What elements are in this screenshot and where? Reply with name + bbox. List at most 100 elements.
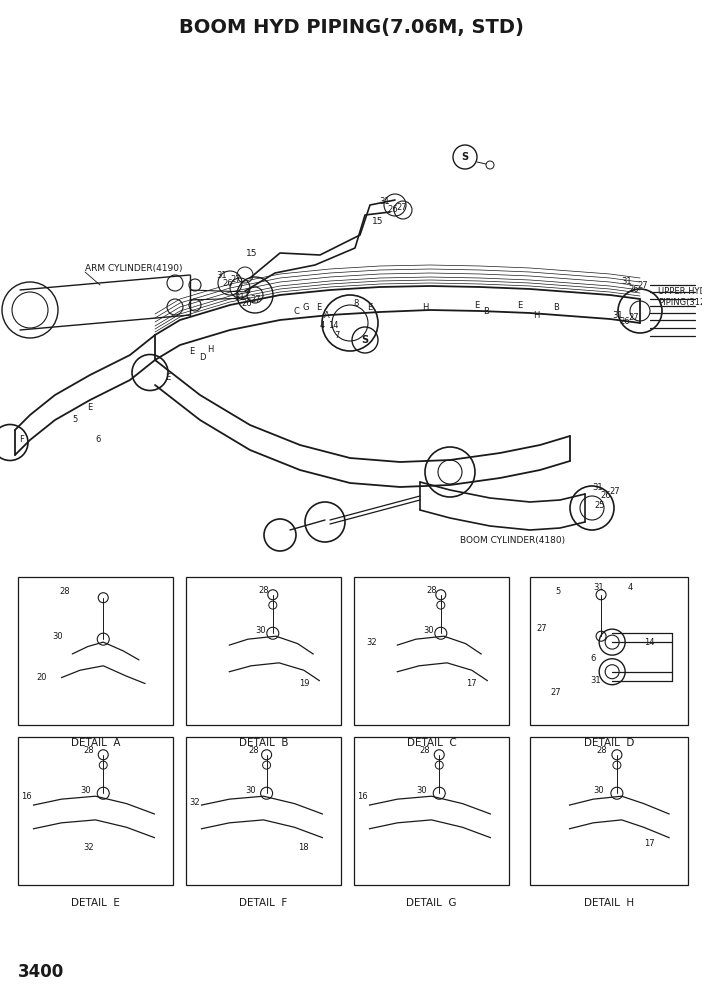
Text: 27: 27 <box>637 281 649 290</box>
Text: 28: 28 <box>259 586 270 595</box>
Text: 27: 27 <box>536 624 547 633</box>
Text: 27: 27 <box>251 296 261 305</box>
Text: 32: 32 <box>366 638 377 647</box>
Text: BOOM HYD PIPING(7.06M, STD): BOOM HYD PIPING(7.06M, STD) <box>178 19 524 38</box>
Text: 30: 30 <box>593 786 604 795</box>
Text: 4: 4 <box>628 583 633 592</box>
Bar <box>18 737 173 885</box>
Text: E: E <box>517 301 522 310</box>
Text: H: H <box>422 304 428 312</box>
Text: DETAIL  D: DETAIL D <box>584 738 634 748</box>
Text: DETAIL  E: DETAIL E <box>71 898 120 908</box>
Text: 25: 25 <box>595 501 605 510</box>
Text: 14: 14 <box>644 638 654 647</box>
Text: S: S <box>362 335 369 345</box>
Text: 30: 30 <box>256 626 266 635</box>
Text: C: C <box>293 308 299 316</box>
Text: UPPER HYDRAULIC: UPPER HYDRAULIC <box>658 288 702 297</box>
Text: 31: 31 <box>592 483 603 492</box>
Text: DETAIL  A: DETAIL A <box>71 738 120 748</box>
Text: 31: 31 <box>622 278 633 287</box>
Text: PIPING(3120): PIPING(3120) <box>658 298 702 307</box>
Text: 18: 18 <box>298 843 308 852</box>
Text: 17: 17 <box>465 680 476 688</box>
Text: 14: 14 <box>328 321 338 330</box>
Text: 27: 27 <box>629 313 640 322</box>
Text: B: B <box>483 308 489 316</box>
Bar <box>186 737 341 885</box>
Text: 26: 26 <box>629 285 640 294</box>
Text: 26: 26 <box>388 205 398 214</box>
Text: ARM CYLINDER(4190): ARM CYLINDER(4190) <box>85 264 183 273</box>
Text: DETAIL  G: DETAIL G <box>406 898 457 908</box>
Text: 31: 31 <box>380 197 390 206</box>
Text: 31: 31 <box>590 677 601 685</box>
Text: 30: 30 <box>80 786 91 795</box>
Text: 28: 28 <box>60 587 70 596</box>
Text: E: E <box>367 304 373 312</box>
Text: 26: 26 <box>620 317 630 326</box>
Text: A: A <box>324 311 330 320</box>
Bar <box>186 577 341 725</box>
Text: DETAIL  F: DETAIL F <box>239 898 288 908</box>
Text: 20: 20 <box>37 674 47 682</box>
Text: 31: 31 <box>216 271 227 280</box>
Text: 30: 30 <box>416 786 427 795</box>
Text: B: B <box>553 304 559 312</box>
Text: 28: 28 <box>248 746 258 755</box>
Text: 28: 28 <box>83 746 94 755</box>
Text: 31: 31 <box>593 583 604 592</box>
Text: 30: 30 <box>52 632 62 641</box>
Text: 31: 31 <box>234 293 245 302</box>
Bar <box>354 577 509 725</box>
Text: BOOM CYLINDER(4180): BOOM CYLINDER(4180) <box>460 536 565 545</box>
Text: 8: 8 <box>353 299 359 308</box>
Text: DETAIL  H: DETAIL H <box>584 898 634 908</box>
Text: S: S <box>461 152 468 162</box>
Text: E: E <box>475 301 479 310</box>
Text: G: G <box>303 303 310 311</box>
Text: 6: 6 <box>590 654 595 663</box>
Text: 6: 6 <box>95 435 100 444</box>
Text: 27: 27 <box>610 487 621 497</box>
Text: 28: 28 <box>597 746 607 755</box>
Text: 26: 26 <box>222 280 232 289</box>
Text: 31: 31 <box>613 310 623 319</box>
Text: 28: 28 <box>419 746 430 755</box>
Bar <box>530 577 688 725</box>
Text: DETAIL  B: DETAIL B <box>239 738 289 748</box>
Text: 27: 27 <box>397 202 407 211</box>
Text: 19: 19 <box>299 680 310 688</box>
Text: 32: 32 <box>83 843 94 852</box>
Text: 7: 7 <box>334 331 340 340</box>
Text: 27: 27 <box>230 276 241 285</box>
Text: 4: 4 <box>319 321 324 330</box>
Text: 30: 30 <box>424 626 435 635</box>
Text: H: H <box>533 310 539 319</box>
Text: 16: 16 <box>21 792 32 801</box>
Text: 3400: 3400 <box>18 963 65 981</box>
Text: 28: 28 <box>427 586 437 595</box>
Text: 30: 30 <box>245 786 256 795</box>
Text: E: E <box>87 404 93 413</box>
Text: 32: 32 <box>189 798 200 806</box>
Text: 15: 15 <box>372 217 384 226</box>
Text: 5: 5 <box>555 587 560 596</box>
Text: D: D <box>199 353 205 362</box>
Text: DETAIL  C: DETAIL C <box>406 738 456 748</box>
Text: 15: 15 <box>246 249 258 258</box>
Bar <box>18 577 173 725</box>
Bar <box>354 737 509 885</box>
Text: E: E <box>190 347 194 356</box>
Text: H: H <box>207 345 213 354</box>
Text: 27: 27 <box>550 687 561 697</box>
Text: E: E <box>317 303 322 311</box>
Text: 26: 26 <box>241 300 252 309</box>
Text: 17: 17 <box>644 839 654 848</box>
Text: F: F <box>20 435 25 444</box>
Text: 16: 16 <box>357 792 368 801</box>
Bar <box>530 737 688 885</box>
Text: 5: 5 <box>72 416 78 425</box>
Text: E: E <box>166 374 171 383</box>
Text: 26: 26 <box>601 490 611 500</box>
